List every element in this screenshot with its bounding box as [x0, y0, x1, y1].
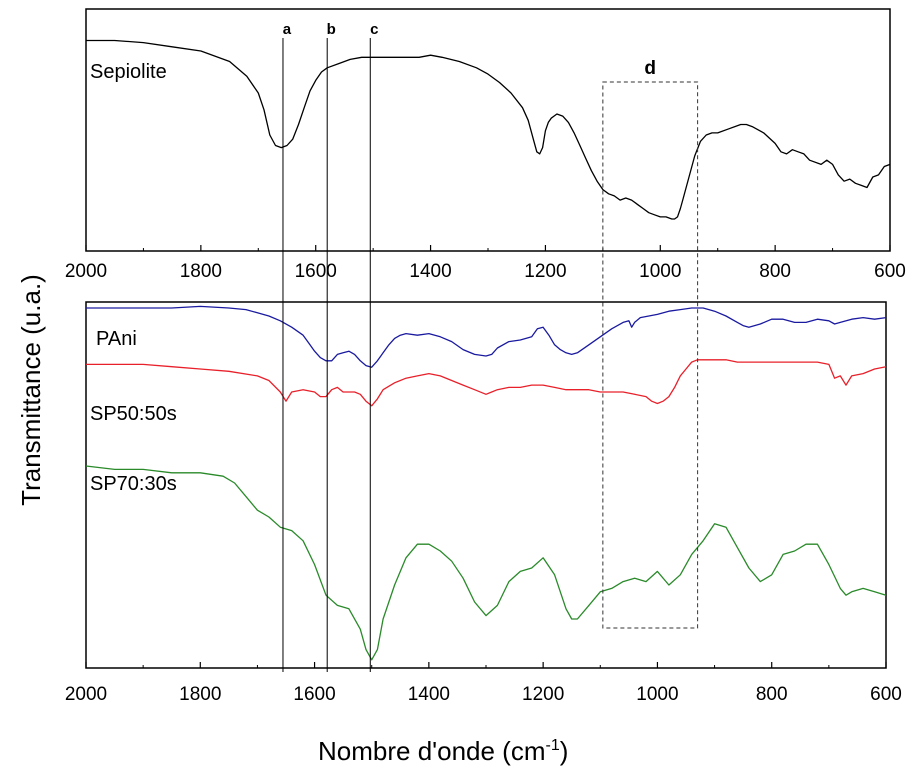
x-tick-label: 800 — [756, 684, 788, 705]
series-label-sp50: SP50:50s — [90, 403, 177, 425]
y-axis-title: Transmittance (u.a.) — [16, 274, 46, 506]
series-line-sepiolite — [86, 39, 891, 220]
series-label-sp70: SP70:30s — [90, 473, 177, 495]
x-tick-label: 600 — [874, 261, 906, 282]
marker-label-b: b — [327, 21, 336, 38]
series-label-pani: PAni — [96, 328, 137, 350]
x-tick-label: 800 — [759, 261, 791, 282]
x-tick-label: 1800 — [179, 684, 221, 705]
series-layer — [85, 39, 891, 661]
bottom-x-axis: 2000 1800 1600 1400 1200 1000 800 600 — [65, 662, 902, 705]
x-tick-label: 1600 — [293, 684, 335, 705]
series-label-sepiolite: Sepiolite — [90, 61, 167, 83]
region-d-box — [602, 81, 699, 629]
x-tick-label: 600 — [870, 684, 902, 705]
x-tick-label: 2000 — [65, 684, 107, 705]
x-tick-label: 1000 — [639, 261, 681, 282]
marker-label-c: c — [370, 21, 378, 38]
x-tick-label: 1400 — [408, 684, 450, 705]
x-tick-label: 1800 — [180, 261, 222, 282]
top-panel-frame — [85, 8, 891, 252]
x-axis-title: Nombre d'onde (cm-1) — [318, 736, 568, 766]
series-line-sp70-30s — [85, 465, 887, 661]
bottom-panel-frame — [85, 301, 887, 669]
series-line-sp50-50s — [86, 359, 887, 407]
series-line-pani — [86, 305, 887, 368]
region-d-label: d — [644, 58, 656, 79]
marker-label-a: a — [283, 21, 292, 38]
marker-lines: a b c d — [282, 21, 699, 672]
x-tick-label: 1600 — [295, 261, 337, 282]
x-tick-label: 2000 — [65, 261, 107, 282]
x-axis-title-superscript: -1 — [546, 737, 560, 754]
x-tick-label: 1000 — [636, 684, 678, 705]
x-tick-label: 1400 — [409, 261, 451, 282]
top-x-axis: 2000 1800 1600 1400 1200 1000 800 600 — [65, 245, 906, 282]
x-tick-label: 1200 — [524, 261, 566, 282]
x-tick-label: 1200 — [522, 684, 564, 705]
